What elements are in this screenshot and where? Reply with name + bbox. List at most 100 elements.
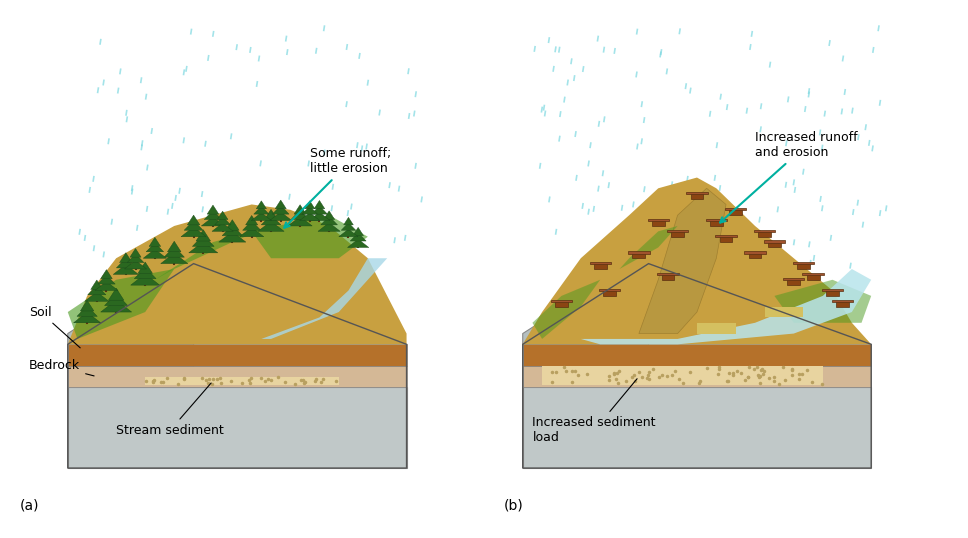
Polygon shape [127,254,144,263]
Bar [758,231,771,237]
Polygon shape [68,387,407,468]
Polygon shape [113,265,138,274]
Polygon shape [523,387,871,468]
Bar [706,219,727,221]
Polygon shape [341,223,356,230]
Polygon shape [181,227,206,237]
Bar [667,230,688,232]
Polygon shape [348,239,369,247]
Polygon shape [523,178,871,344]
Polygon shape [620,226,678,269]
Polygon shape [196,230,211,241]
Bar [802,273,824,275]
Polygon shape [217,211,228,220]
Polygon shape [219,231,246,242]
Text: Some runoff;
little erosion: Some runoff; little erosion [285,147,391,228]
Bar [768,242,781,247]
Polygon shape [120,253,132,263]
Polygon shape [302,206,318,214]
Polygon shape [77,306,97,316]
Polygon shape [124,260,147,269]
Bar [590,262,611,264]
Bar [603,290,617,296]
Bar [744,251,766,253]
Text: Soil: Soil [29,306,80,348]
Polygon shape [320,216,338,225]
Bar [826,290,839,296]
Text: Increased runoff
and erosion: Increased runoff and erosion [720,131,858,223]
Polygon shape [275,200,287,209]
Polygon shape [212,223,233,231]
Bar [632,252,646,258]
Bar [690,193,704,199]
Polygon shape [101,300,132,312]
Polygon shape [291,210,309,220]
Bar [661,274,675,280]
Polygon shape [523,253,649,468]
Polygon shape [68,366,407,387]
Polygon shape [101,270,112,279]
Polygon shape [188,215,200,225]
Polygon shape [314,201,325,209]
Polygon shape [261,215,281,225]
Polygon shape [201,217,225,226]
Polygon shape [108,288,124,300]
Polygon shape [581,269,871,344]
Polygon shape [305,201,315,209]
Polygon shape [312,206,327,214]
Polygon shape [184,221,203,230]
Bar [551,300,572,302]
Polygon shape [116,258,136,268]
Polygon shape [68,269,174,339]
Bar [832,300,853,302]
Bar [729,209,742,215]
Bar [599,289,620,291]
Polygon shape [204,210,222,220]
Polygon shape [774,280,871,323]
Polygon shape [95,281,118,291]
Polygon shape [68,344,407,366]
Bar [797,263,810,269]
Text: Stream sediment: Stream sediment [116,383,224,437]
Polygon shape [143,249,166,258]
Bar [793,262,814,264]
Polygon shape [350,233,366,241]
Polygon shape [130,249,141,257]
Text: Increased sediment
load: Increased sediment load [532,379,656,444]
Polygon shape [309,213,330,221]
Polygon shape [98,275,115,284]
Polygon shape [318,223,341,231]
Bar [764,240,785,243]
Polygon shape [294,205,306,214]
Text: (a): (a) [19,499,39,513]
Polygon shape [269,212,292,221]
Bar [725,208,746,210]
Polygon shape [639,188,726,334]
Bar [710,220,723,226]
Polygon shape [339,229,358,237]
Polygon shape [246,215,257,225]
Bar [783,278,804,280]
Polygon shape [258,221,285,231]
Bar [671,231,684,237]
Polygon shape [68,204,407,344]
Bar [593,263,607,269]
Polygon shape [189,242,218,253]
Bar [648,219,669,221]
Bar [719,236,733,242]
Polygon shape [80,300,94,311]
Polygon shape [145,377,339,385]
Polygon shape [254,206,269,214]
Polygon shape [215,217,230,225]
Polygon shape [146,243,164,252]
Polygon shape [226,220,239,230]
Bar [754,230,775,232]
Bar [806,274,820,280]
Polygon shape [697,323,736,334]
Polygon shape [165,246,184,257]
Bar [715,235,737,237]
Polygon shape [222,225,242,236]
Polygon shape [155,226,271,280]
Polygon shape [765,307,803,317]
Polygon shape [88,285,106,295]
